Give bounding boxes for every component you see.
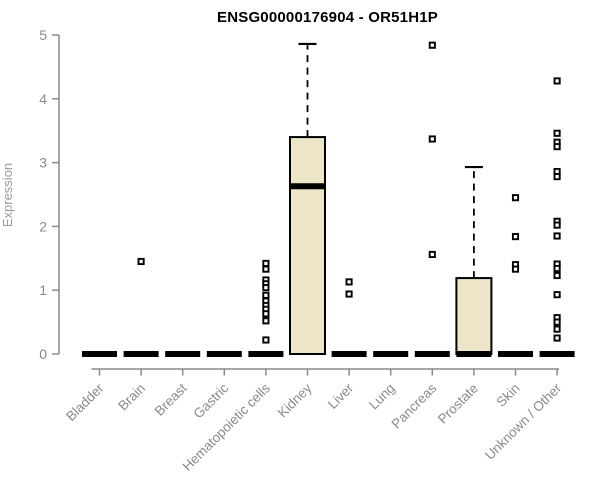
outlier-point [428, 41, 436, 49]
outlier-point [345, 290, 353, 298]
x-axis-label: Prostate [435, 381, 481, 427]
y-tick-label: 0 [39, 346, 47, 362]
outlier-point [553, 232, 561, 240]
x-axis-label: Pancreas [388, 380, 439, 431]
chart-title: ENSG00000176904 - OR51H1P [217, 9, 438, 26]
y-tick-label: 4 [39, 91, 47, 107]
outlier-point [262, 336, 270, 344]
outlier-point [511, 233, 520, 241]
y-tick-label: 1 [39, 282, 47, 298]
y-tick-label: 5 [39, 27, 47, 43]
outlier-point [262, 284, 270, 292]
outlier-point [511, 194, 520, 202]
y-tick-label: 3 [39, 155, 47, 171]
x-axis-label: Unknown / Other [482, 380, 565, 463]
outlier-point [553, 77, 561, 85]
outlier-point [262, 310, 270, 318]
outlier-point [553, 173, 561, 181]
x-axis-label: Skin [493, 381, 522, 410]
outlier-point [262, 291, 270, 299]
outlier-point [553, 325, 561, 333]
outlier-point [428, 135, 436, 143]
outlier-point [553, 271, 561, 280]
outlier-point [137, 257, 145, 266]
box [455, 277, 493, 355]
box [289, 136, 326, 355]
outlier-point [262, 265, 270, 273]
outlier-point [553, 291, 561, 299]
x-axis-label: Breast [152, 380, 190, 418]
outlier-point [553, 129, 561, 137]
outlier-point [553, 264, 561, 273]
x-axis-label: Bladder [63, 380, 107, 424]
x-axis-label: Lung [366, 381, 398, 413]
outlier-point [553, 221, 561, 229]
x-axis-label: Kidney [275, 380, 315, 420]
outlier-point [553, 334, 561, 342]
y-axis-title: Expression [0, 162, 15, 228]
outlier-point [511, 265, 520, 273]
outlier-point [262, 259, 270, 267]
y-tick-label: 2 [39, 218, 47, 234]
x-axis-label: Brain [115, 381, 148, 414]
outlier-point [345, 278, 353, 286]
outlier-point [553, 143, 561, 151]
outlier-point [553, 318, 561, 326]
x-axis-label: Gastric [191, 380, 232, 421]
x-axis-label: Liver [325, 380, 357, 412]
outlier-point [428, 250, 436, 259]
outlier-point [262, 317, 270, 325]
